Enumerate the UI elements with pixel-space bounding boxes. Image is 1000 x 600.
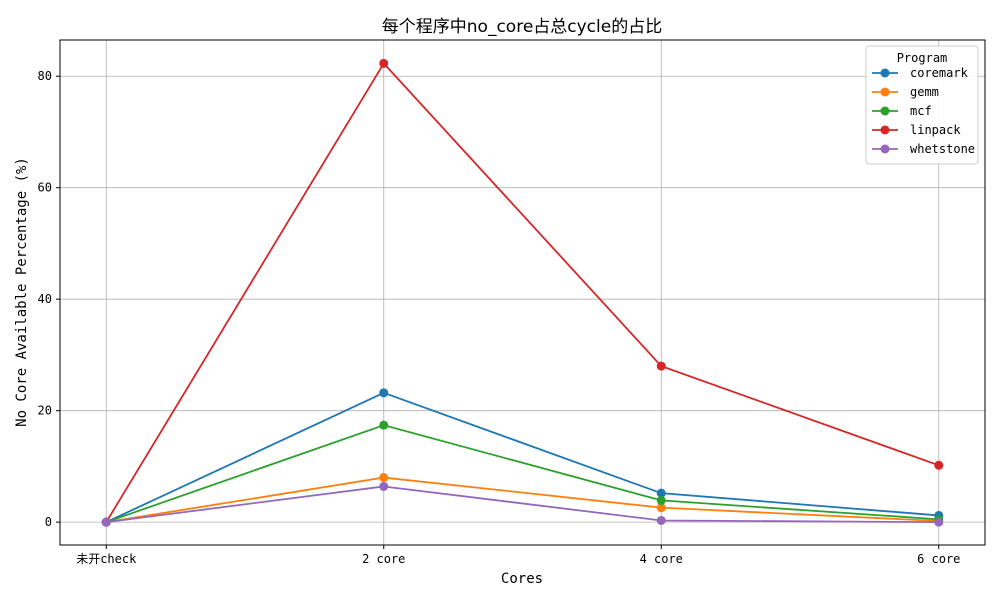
y-tick-label: 60 (38, 181, 52, 195)
y-tick-label: 40 (38, 292, 52, 306)
series-gemm (101, 473, 944, 527)
legend-marker (880, 106, 890, 116)
data-point (656, 495, 666, 505)
data-point (379, 420, 389, 430)
legend-item-coremark: coremark (872, 66, 969, 80)
y-tick-label: 80 (38, 69, 52, 83)
legend-box (865, 45, 979, 165)
data-point (379, 388, 389, 398)
series-line (106, 485, 939, 524)
legend-marker (880, 144, 890, 154)
grid (60, 40, 985, 545)
legend-item-gemm: gemm (872, 85, 939, 99)
legend: Program coremark gemm mcf linpack whetstone (865, 45, 979, 165)
legend-marker (880, 68, 890, 78)
legend-label: linpack (910, 123, 961, 137)
legend-marker (880, 87, 890, 97)
x-tick-label: 2 core (362, 552, 405, 566)
data-point (379, 481, 389, 491)
legend-title: Program (897, 51, 948, 65)
data-point (656, 515, 666, 525)
legend-label: whetstone (910, 142, 975, 156)
data-point (934, 460, 944, 470)
data-point (379, 58, 389, 68)
x-tick-label: 6 core (917, 552, 960, 566)
series-line (105, 391, 939, 523)
y-axis-label: No Core Available Percentage (%) (14, 157, 30, 427)
series-mcf (101, 420, 944, 527)
series-layer (101, 58, 944, 527)
y-tick-label: 0 (45, 515, 52, 529)
series-linpack (101, 58, 944, 527)
data-point (379, 473, 389, 483)
legend-item-linpack: linpack (872, 123, 961, 137)
data-point (656, 488, 666, 498)
data-point (656, 361, 666, 371)
plot-frame (59, 39, 986, 546)
data-point (934, 517, 944, 527)
chart-title: 每个程序中no_core占总cycle的占比 (382, 17, 662, 37)
data-point (656, 503, 666, 513)
axis-ticks: 未开check 2 core 4 core 6 core 0 20 40 60 80 (38, 69, 961, 566)
series-line (105, 424, 939, 523)
series-line (106, 476, 939, 524)
legend-label: coremark (910, 66, 969, 80)
x-axis-label: Cores (501, 571, 543, 587)
series-line (105, 61, 940, 523)
x-tick-label: 未开check (76, 552, 137, 566)
legend-item-mcf: mcf (872, 104, 932, 118)
legend-label: gemm (910, 85, 939, 99)
series-whetstone (101, 481, 944, 527)
legend-item-whetstone: whetstone (872, 142, 975, 156)
y-tick-label: 20 (38, 404, 52, 418)
data-point (101, 517, 111, 527)
legend-items: coremark gemm mcf linpack whetstone (872, 66, 975, 156)
x-tick-label: 4 core (640, 552, 683, 566)
legend-label: mcf (910, 104, 932, 118)
legend-marker (880, 125, 890, 135)
